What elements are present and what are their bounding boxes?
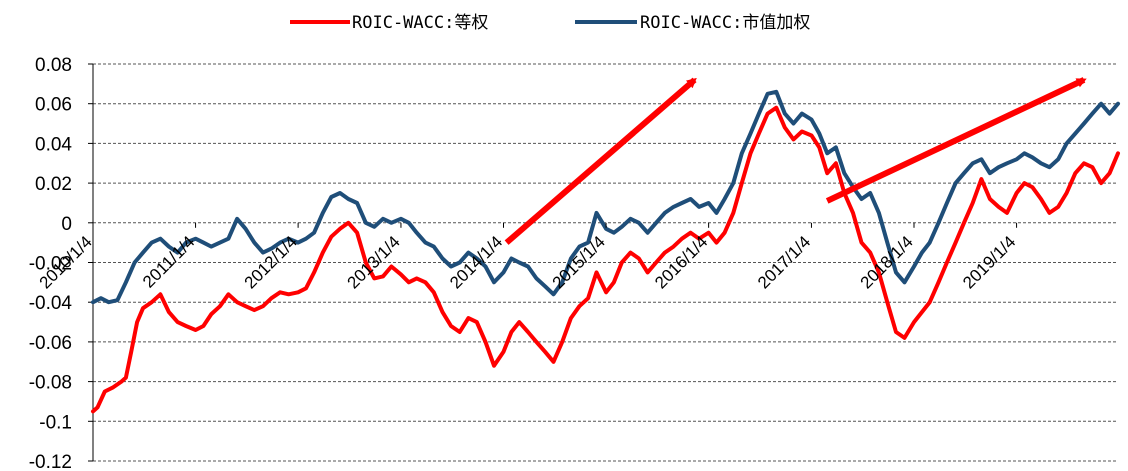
y-tick-label: -0.08 [29,373,72,394]
trend-arrow-1 [504,77,697,245]
y-tick-label: 0.02 [35,174,72,195]
y-tick-label: -0.04 [29,293,73,314]
y-tick-label: 0.04 [35,134,72,155]
x-tick-label: 2011/1/4 [139,232,198,291]
legend-label-equal-weight: ROIC-WACC:等权 [352,13,488,33]
y-tick-label: 0.06 [35,95,72,116]
y-tick-label: -0.06 [29,333,72,354]
y-tick-label: -0.12 [29,452,72,471]
annotation-arrows [504,77,1087,245]
y-tick-label: 0.08 [35,55,72,76]
trend-arrow-2 [825,77,1087,204]
y-axis-ticks: 0.08 0.06 0.04 0.02 0 -0.02 -0.04 -0.06 -0.08 -0.… [29,55,93,471]
gridlines [93,63,1118,462]
legend-item-equal-weight: ROIC-WACC:等权 [290,13,488,33]
y-tick-label: -0.02 [29,254,72,275]
y-tick-label: 0 [61,214,72,235]
series-lines [91,89,1120,414]
legend-label-market-cap-weight: ROIC-WACC:市值加权 [640,13,810,33]
legend-item-market-cap-weight: ROIC-WACC:市值加权 [575,13,810,33]
y-tick-label: -0.1 [39,412,72,433]
series-line-equal-weight [91,105,1120,414]
legend: ROIC-WACC:等权 ROIC-WACC:市值加权 [290,13,810,33]
series-line-market-cap-weight [91,89,1120,305]
